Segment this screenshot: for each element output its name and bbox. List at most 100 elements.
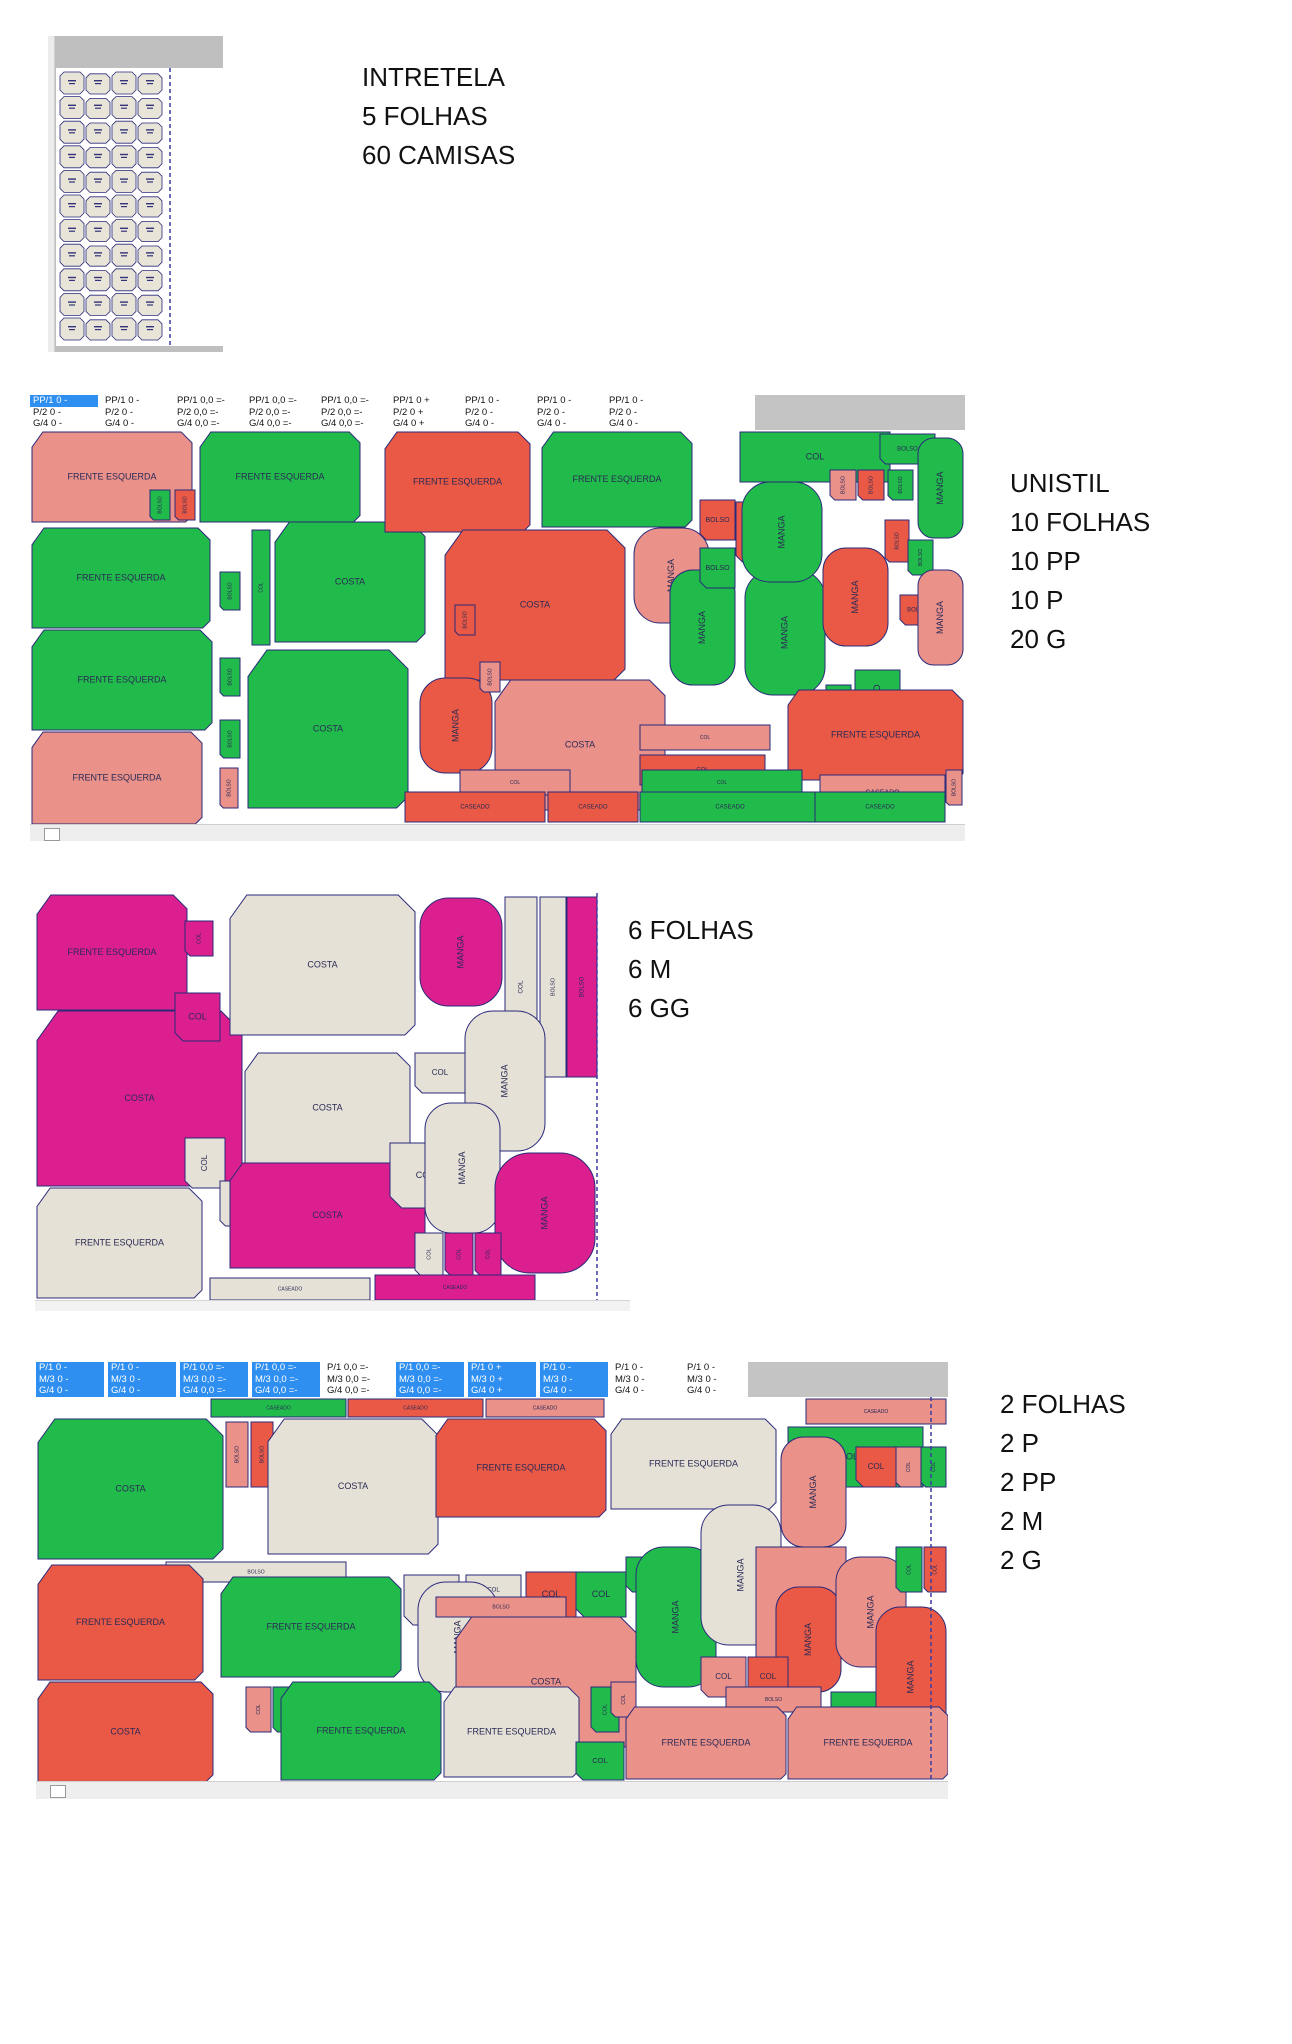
size-header-cell[interactable]: P/2 0 - (33, 406, 61, 418)
size-header-cell[interactable]: P/1 0,0 =- (180, 1362, 248, 1374)
size-header-cell[interactable]: PP/1 0 - (537, 395, 572, 406)
size-header-cell[interactable]: M/3 0,0 =- (327, 1373, 371, 1385)
marker-piece[interactable]: MANGA (780, 1436, 847, 1548)
size-header-cell[interactable]: G/4 0,0 =- (180, 1385, 248, 1397)
marker-piece[interactable]: COL (920, 1446, 947, 1488)
marker-piece[interactable]: BOLSO (479, 661, 501, 693)
marker-piece[interactable]: CASEADO (209, 1277, 371, 1301)
size-header-cell[interactable]: PP/1 0 - (105, 395, 140, 406)
intertela-piece[interactable] (111, 194, 137, 218)
marker-piece[interactable]: COSTA (37, 1418, 224, 1560)
marker-piece[interactable]: BOLSO (225, 1421, 249, 1488)
size-header-cell[interactable]: P/1 0 - (540, 1362, 608, 1374)
intertela-piece[interactable] (85, 294, 111, 316)
size-header-cell[interactable]: P/1 0,0 =- (252, 1362, 320, 1374)
marker-piece[interactable]: BOLSO (857, 469, 885, 501)
marker-piece[interactable]: CASEADO (347, 1398, 484, 1418)
scrollbar-thumb[interactable] (50, 1785, 66, 1798)
marker-piece[interactable]: FRENTE ESQUERDA (787, 689, 964, 781)
intertela-piece[interactable] (111, 120, 137, 144)
marker-piece[interactable]: BOLSO (699, 499, 736, 541)
size-header-cell[interactable]: P/1 0,0 =- (396, 1362, 464, 1374)
marker-piece[interactable]: COL (610, 1681, 637, 1718)
size-header-cell[interactable]: G/4 0 - (537, 418, 567, 429)
size-header-cell[interactable]: PP/1 0,0 =- (177, 395, 225, 406)
size-header-cell[interactable]: G/4 0 - (615, 1385, 645, 1396)
size-header-cell[interactable]: G/4 0,0 =- (177, 418, 220, 429)
marker-piece[interactable]: COSTA (274, 521, 426, 643)
marker-piece[interactable]: BOLSO (435, 1596, 567, 1618)
marker-piece[interactable]: BOLSO (219, 657, 241, 697)
size-header-cell[interactable]: M/3 0 - (615, 1373, 645, 1385)
marker-piece[interactable]: BOLSO (887, 469, 914, 501)
marker-piece[interactable]: FRENTE ESQUERDA (220, 1576, 402, 1678)
size-header-cell[interactable]: P/2 0,0 =- (177, 406, 219, 418)
marker-piece[interactable]: COSTA (247, 649, 409, 809)
intertela-piece[interactable] (111, 293, 137, 316)
marker-piece[interactable]: FRENTE ESQUERDA (443, 1686, 580, 1778)
marker-piece[interactable]: FRENTE ESQUERDA (541, 431, 693, 528)
marker-piece[interactable]: COSTA (267, 1418, 439, 1555)
marker-piece[interactable]: MANGA (494, 1152, 596, 1274)
marker-piece[interactable]: FRENTE ESQUERDA (625, 1706, 787, 1780)
size-header-cell[interactable]: P/1 0 + (468, 1362, 536, 1374)
intertela-piece[interactable] (137, 319, 163, 341)
marker-piece[interactable]: BOLSO (884, 519, 910, 563)
marker-piece[interactable]: BOLSO (945, 769, 963, 806)
size-header-cell[interactable]: G/4 0 - (105, 418, 135, 429)
size-header-cell[interactable]: P/2 0,0 =- (249, 406, 291, 418)
marker-piece[interactable]: CASEADO (814, 791, 946, 823)
intertela-piece[interactable] (137, 171, 163, 193)
scrollbar-thumb[interactable] (44, 828, 60, 841)
marker-piece[interactable]: COL (459, 769, 571, 796)
marker-piece[interactable]: BOLSO (907, 539, 934, 576)
size-header-cell[interactable]: G/4 0 - (36, 1385, 104, 1397)
marker-piece[interactable]: COSTA (244, 1052, 411, 1164)
marker-piece[interactable]: CASEADO (639, 791, 821, 823)
intertela-piece[interactable] (137, 221, 163, 242)
size-header-cell[interactable]: G/4 0 - (687, 1385, 717, 1396)
intertela-piece[interactable] (85, 245, 111, 267)
marker-piece[interactable]: FRENTE ESQUERDA (36, 1187, 203, 1299)
marker-piece[interactable]: MANGA (419, 677, 493, 774)
intertela-piece[interactable] (85, 147, 111, 169)
marker-piece[interactable]: FRENTE ESQUERDA (610, 1418, 777, 1510)
marker-piece[interactable]: FRENTE ESQUERDA (384, 431, 531, 533)
size-header-cell[interactable]: G/4 0,0 =- (252, 1385, 320, 1397)
intertela-piece[interactable] (85, 270, 111, 292)
marker-piece[interactable]: COL (414, 1232, 444, 1276)
size-header-cell[interactable]: PP/1 0,0 =- (249, 395, 297, 406)
marker-piece[interactable]: COL (251, 529, 271, 646)
intertela-piece[interactable] (85, 171, 111, 193)
marker-piece[interactable]: COL (174, 992, 221, 1042)
intertela-piece[interactable] (59, 145, 85, 169)
intertela-piece[interactable] (59, 268, 85, 292)
marker-piece[interactable]: COSTA (444, 529, 626, 681)
intertela-piece[interactable] (111, 268, 137, 292)
intertela-piece[interactable] (137, 73, 163, 95)
intertela-piece[interactable] (85, 221, 111, 242)
size-header-cell[interactable]: P/2 0 - (105, 406, 133, 418)
marker-piece[interactable]: COL (639, 724, 771, 751)
marker-piece[interactable]: CASEADO (485, 1398, 605, 1418)
marker-piece[interactable]: FRENTE ESQUERDA (31, 527, 211, 629)
intertela-piece[interactable] (59, 317, 85, 341)
intertela-piece[interactable] (111, 219, 137, 242)
size-header-cell[interactable]: PP/1 0,0 =- (321, 395, 369, 406)
marker-piece[interactable]: COL (245, 1686, 272, 1733)
size-header-cell[interactable]: M/3 0 - (108, 1373, 176, 1386)
marker-piece[interactable]: BOLSO (219, 719, 241, 759)
intertela-piece[interactable] (111, 317, 137, 341)
intertela-piece[interactable] (111, 96, 137, 119)
size-header-cell[interactable]: P/1 0 - (687, 1362, 715, 1373)
marker-piece[interactable]: BOLSO (829, 469, 857, 501)
horizontal-scrollbar[interactable] (36, 1781, 948, 1799)
bottom-scrollbar[interactable] (35, 1300, 630, 1311)
intertela-piece[interactable] (137, 122, 163, 144)
intertela-piece[interactable] (59, 243, 85, 267)
intertela-piece[interactable] (111, 71, 137, 95)
intertela-piece[interactable] (85, 73, 111, 95)
marker-piece[interactable]: COL (474, 1232, 502, 1276)
marker-piece[interactable]: COSTA (37, 1681, 214, 1782)
marker-piece[interactable]: COL (414, 1052, 466, 1094)
